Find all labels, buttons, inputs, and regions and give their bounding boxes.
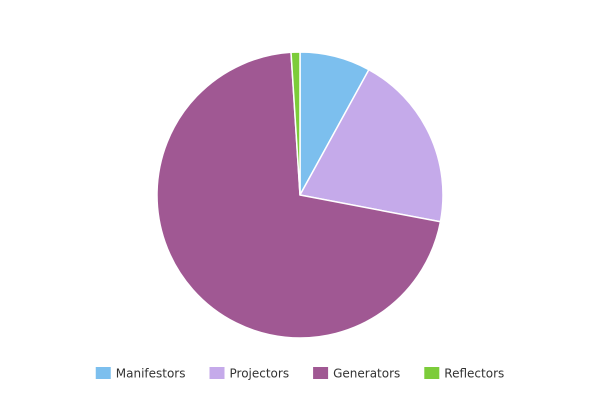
legend-label: Reflectors bbox=[444, 367, 504, 381]
legend-swatch bbox=[424, 367, 440, 379]
pie-slice bbox=[290, 51, 301, 196]
legend-label: Projectors bbox=[230, 367, 290, 381]
legend-label: Manifestors bbox=[116, 367, 186, 381]
legend-swatch bbox=[209, 367, 225, 379]
legend-swatch bbox=[313, 367, 329, 379]
pie-slice bbox=[156, 51, 442, 339]
legend-label: Generators bbox=[333, 367, 400, 381]
legend-swatch bbox=[95, 367, 111, 379]
pie-slice bbox=[299, 68, 444, 223]
